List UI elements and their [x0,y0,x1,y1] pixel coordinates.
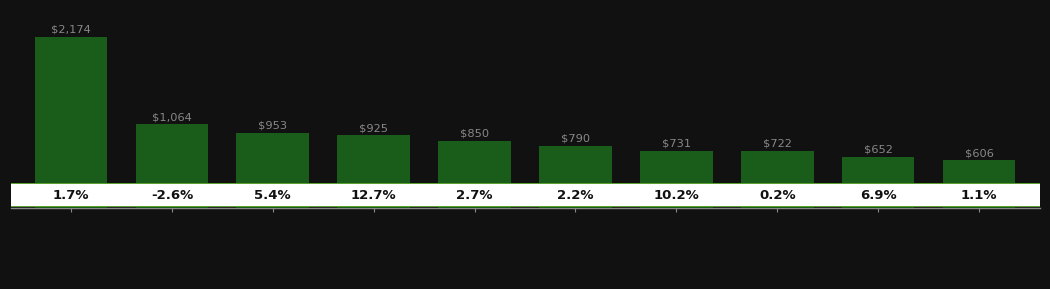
FancyBboxPatch shape [0,183,1011,208]
Text: 12.7%: 12.7% [351,189,397,202]
FancyBboxPatch shape [39,183,1050,208]
FancyBboxPatch shape [0,184,544,206]
FancyBboxPatch shape [240,183,1050,208]
Text: $850: $850 [460,129,489,139]
Bar [337,135,410,208]
FancyBboxPatch shape [103,184,1048,206]
Text: 10.2%: 10.2% [653,189,699,202]
FancyBboxPatch shape [0,183,910,208]
Text: $1,064: $1,064 [152,112,192,122]
Bar [842,157,915,208]
Text: $722: $722 [762,139,792,149]
Text: $925: $925 [359,123,388,133]
Text: 6.9%: 6.9% [860,189,897,202]
Bar [943,160,1015,208]
Text: 0.2%: 0.2% [759,189,796,202]
FancyBboxPatch shape [506,184,1050,206]
Bar [741,151,814,208]
Text: 2.2%: 2.2% [558,189,593,202]
FancyBboxPatch shape [0,183,709,208]
FancyBboxPatch shape [405,184,1050,206]
FancyBboxPatch shape [341,183,1050,208]
Bar [35,37,107,208]
FancyBboxPatch shape [0,184,746,206]
Text: $790: $790 [561,134,590,144]
FancyBboxPatch shape [0,183,1050,208]
Text: $953: $953 [258,121,288,131]
Text: $652: $652 [864,144,892,154]
FancyBboxPatch shape [0,183,810,208]
Bar [236,133,309,208]
Text: -2.6%: -2.6% [151,189,193,202]
FancyBboxPatch shape [204,184,1050,206]
Text: 2.7%: 2.7% [457,189,492,202]
Text: 1.7%: 1.7% [52,189,89,202]
Text: 1.1%: 1.1% [961,189,997,202]
Text: 5.4%: 5.4% [254,189,291,202]
FancyBboxPatch shape [2,184,947,206]
Text: $606: $606 [965,148,993,158]
Text: $731: $731 [662,138,691,148]
Bar [438,141,511,208]
Text: $2,174: $2,174 [51,25,91,35]
FancyBboxPatch shape [0,184,846,206]
FancyBboxPatch shape [0,184,645,206]
Bar [640,151,713,208]
FancyBboxPatch shape [304,184,1050,206]
Bar [539,146,612,208]
FancyBboxPatch shape [0,183,1050,208]
FancyBboxPatch shape [140,183,1050,208]
Bar [135,125,208,208]
